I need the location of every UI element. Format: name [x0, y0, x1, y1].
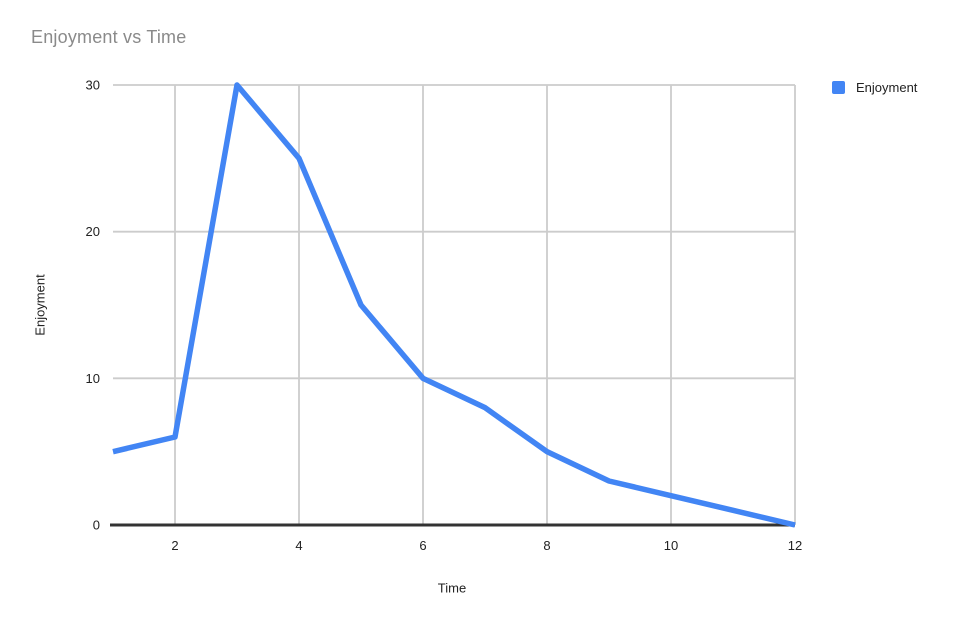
- x-tick-label-8: 8: [543, 538, 550, 553]
- y-tick-label-30: 30: [86, 78, 100, 93]
- y-axis-title: Enjoyment: [32, 274, 48, 336]
- y-tick-label-20: 20: [86, 224, 100, 239]
- series-line-enjoyment: [112, 82, 796, 528]
- x-tick-label-10: 10: [664, 538, 678, 553]
- x-axis-title: Time: [437, 580, 467, 596]
- legend: Enjoyment: [832, 80, 917, 95]
- x-tick-label-4: 4: [295, 538, 302, 553]
- y-tick-label-10: 10: [86, 371, 100, 386]
- chart-title: Enjoyment vs Time: [31, 27, 187, 47]
- y-tick-label-0: 0: [93, 518, 100, 533]
- x-tick-label-6: 6: [419, 538, 426, 553]
- x-tick-label-12: 12: [788, 538, 802, 553]
- x-tick-label-2: 2: [171, 538, 178, 553]
- legend-swatch-icon: [832, 81, 845, 94]
- legend-label: Enjoyment: [856, 80, 918, 95]
